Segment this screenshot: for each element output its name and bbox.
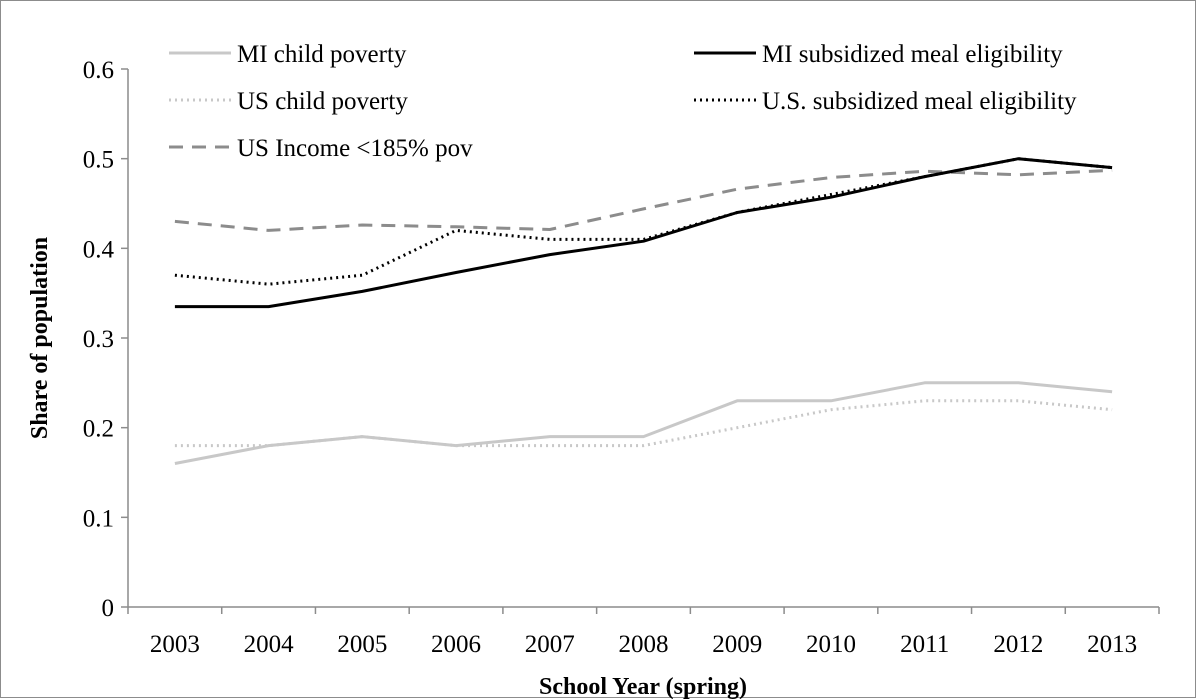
y-tick-label: 0.2 [83,416,114,443]
x-axis: 2003 2004 2005 2006 2007 2008 2009 2010 2011 2012… [128,607,1159,658]
y-axis: 0 0.1 0.2 0.3 0.4 0.5 0.6 [83,57,128,622]
y-axis-title: Share of population [27,237,53,439]
x-tick-label: 2007 [525,631,575,658]
legend-label-4: US Income <185% pov [237,135,473,162]
legend-label-2: US child poverty [237,88,408,115]
legend-label-1: MI subsidized meal eligibility [762,41,1063,68]
x-tick-label: 2011 [900,631,949,658]
series-line-3 [175,159,1112,285]
x-tick-label: 2010 [806,631,856,658]
series-line-4 [175,170,1112,230]
x-axis-title: School Year (spring) [539,674,747,699]
y-tick-label: 0.1 [83,505,114,532]
x-tick-label: 2003 [150,631,200,658]
y-tick-label: 0.3 [83,326,114,353]
legend-label-0: MI child poverty [237,41,407,68]
y-tick-label: 0.4 [83,236,115,263]
legend: MI child poverty MI subsidized meal eligi… [169,41,1077,162]
x-tick-label: 2004 [244,631,295,658]
series-line-1 [175,159,1112,307]
y-tick-label: 0 [102,595,115,622]
series-line-2 [175,401,1112,446]
y-tick-label: 0.6 [83,57,114,84]
x-tick-label: 2012 [993,631,1043,658]
x-tick-label: 2005 [337,631,387,658]
x-tick-label: 2008 [619,631,669,658]
x-tick-label: 2006 [431,631,481,658]
legend-label-3: U.S. subsidized meal eligibility [762,88,1077,115]
series-line-0 [175,383,1112,464]
x-tick-label: 2013 [1087,631,1137,658]
y-tick-label: 0.5 [83,147,114,174]
x-tick-label: 2009 [712,631,762,658]
series-lines [175,159,1112,464]
